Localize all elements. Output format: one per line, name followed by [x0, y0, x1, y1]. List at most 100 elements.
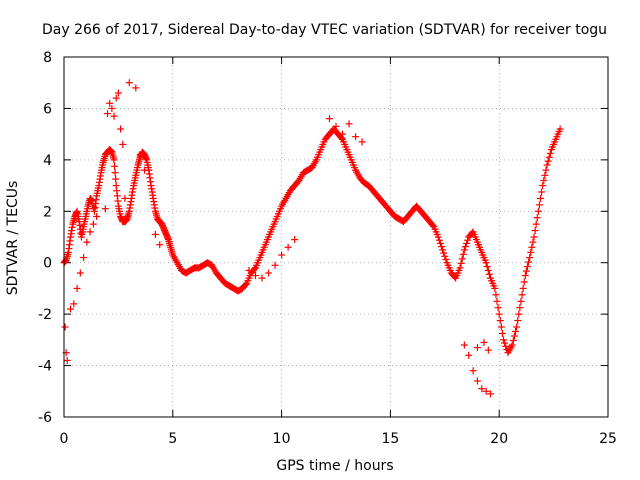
data-point	[136, 151, 144, 159]
x-tick-label: 25	[599, 431, 617, 447]
data-point	[156, 241, 164, 249]
data-point	[325, 115, 333, 123]
data-point	[86, 228, 94, 236]
data-point	[495, 310, 503, 318]
data-point	[458, 255, 466, 263]
data-point	[519, 284, 527, 292]
data-point	[540, 176, 548, 184]
data-point	[106, 99, 114, 107]
data-point	[534, 207, 542, 215]
data-point	[512, 328, 520, 335]
data-point	[460, 246, 468, 254]
data-point	[151, 230, 159, 238]
data-point	[538, 188, 546, 196]
data-point	[529, 238, 537, 246]
data-point	[119, 140, 127, 148]
data-point	[440, 249, 448, 257]
data-point	[543, 161, 551, 169]
data-point	[80, 254, 88, 262]
data-point	[436, 239, 444, 247]
data-point	[527, 248, 535, 256]
data-point	[258, 274, 266, 282]
data-point	[123, 212, 131, 220]
data-point	[442, 256, 450, 263]
data-point	[537, 194, 545, 202]
data-point	[463, 239, 471, 247]
data-point	[291, 236, 299, 244]
data-point	[332, 122, 340, 130]
data-point	[337, 134, 345, 142]
data-point	[494, 304, 502, 312]
data-point	[484, 346, 492, 354]
data-point	[250, 265, 258, 273]
data-point	[112, 94, 120, 102]
data-point	[478, 385, 486, 393]
data-point	[516, 304, 524, 312]
data-point	[125, 79, 133, 87]
data-point	[541, 171, 549, 179]
data-point	[459, 250, 467, 258]
data-point	[76, 269, 84, 277]
data-point	[482, 387, 490, 395]
data-point	[345, 120, 353, 128]
data-point	[531, 227, 539, 235]
data-point	[70, 300, 78, 308]
data-point	[121, 194, 129, 202]
data-point	[542, 166, 550, 174]
data-point	[438, 243, 446, 251]
data-point	[358, 138, 366, 146]
data-point	[132, 84, 140, 92]
x-tick-label: 10	[273, 431, 291, 447]
chart-title: Day 266 of 2017, Sidereal Day-to-day VTE…	[42, 22, 607, 38]
data-point	[110, 112, 118, 120]
data-point	[141, 166, 149, 174]
data-point	[510, 332, 518, 340]
data-point	[491, 284, 499, 292]
data-point	[441, 252, 449, 260]
data-point	[473, 377, 481, 385]
data-point	[526, 254, 534, 262]
data-point	[111, 169, 119, 177]
y-tick-label: -6	[38, 410, 52, 426]
data-point	[520, 278, 528, 286]
data-point	[278, 251, 286, 259]
data-point	[251, 272, 259, 280]
data-point	[517, 297, 525, 305]
y-axis-label: SDTVAR / TECUs	[5, 181, 21, 296]
data-point	[429, 221, 437, 229]
data-point	[61, 323, 69, 331]
data-point	[473, 344, 481, 352]
data-point	[67, 305, 75, 313]
data-point	[83, 238, 91, 246]
data-point	[502, 342, 510, 350]
y-tick-label: -4	[38, 359, 52, 375]
data-point	[114, 89, 122, 97]
data-point	[89, 220, 97, 228]
data-point	[435, 236, 443, 244]
x-tick-label: 0	[60, 431, 69, 447]
data-point	[498, 329, 506, 337]
data-point	[484, 266, 492, 274]
data-point	[546, 149, 554, 157]
y-tick-label: -2	[38, 307, 52, 323]
data-point	[497, 323, 505, 331]
data-point	[108, 104, 116, 112]
tick-labels: 0 5 10 15 20 25 -6 -4 -2 0 2 4 6 8	[38, 50, 617, 447]
data-point	[508, 341, 516, 349]
data-point	[63, 356, 71, 364]
grid-lines	[64, 57, 608, 417]
data-point	[501, 339, 509, 347]
x-axis-label: GPS time / hours	[276, 458, 393, 474]
data-point	[521, 272, 529, 280]
data-point	[545, 153, 553, 161]
plot-frame	[63, 56, 609, 418]
data-point	[528, 243, 536, 251]
data-point	[533, 214, 541, 222]
data-point	[457, 259, 465, 267]
data-point	[434, 233, 442, 241]
data-point	[496, 317, 504, 325]
data-point	[486, 390, 494, 398]
data-point	[242, 281, 250, 289]
data-point	[483, 263, 491, 271]
